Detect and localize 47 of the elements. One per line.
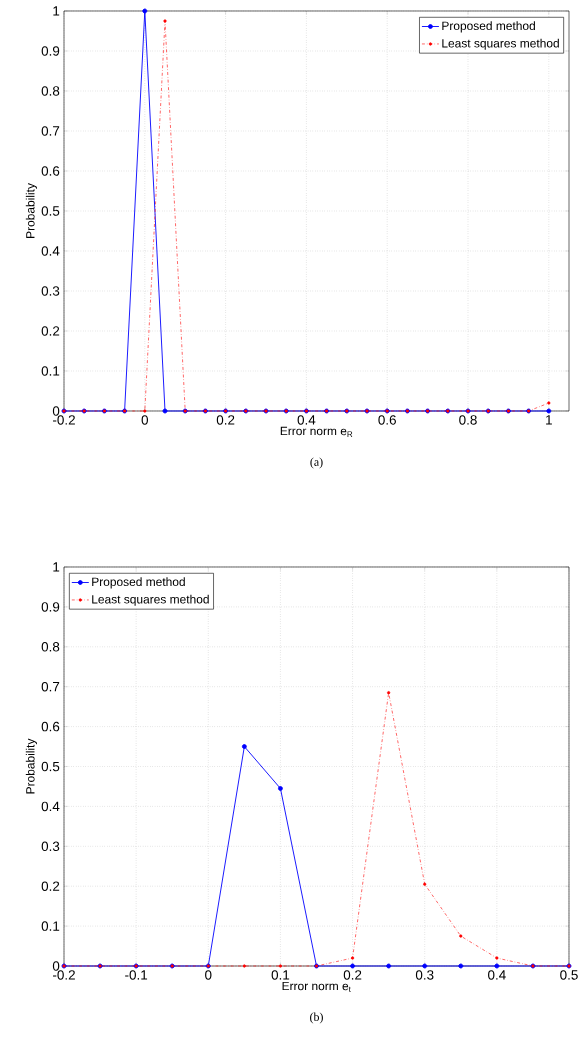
y-tick-label: 0.7 xyxy=(41,126,60,136)
legend-label: Proposed method xyxy=(92,577,185,589)
x-tick-label: 0.4 xyxy=(297,415,316,425)
text: (a) xyxy=(310,457,323,469)
x-tick-label: 0.2 xyxy=(216,415,235,425)
y-tick-label: 0 xyxy=(52,961,60,971)
x-tick-label: 0 xyxy=(141,415,149,425)
x-tick-label: 0.5 xyxy=(560,970,578,980)
legend-label: Least squares method xyxy=(92,594,209,606)
y-tick-label: 0.1 xyxy=(41,921,60,931)
legend-label: Least squares method xyxy=(442,38,559,50)
x-tick-label: -0.1 xyxy=(125,970,148,980)
legend-label: Proposed method xyxy=(442,21,535,33)
y-tick-label: 1 xyxy=(53,6,60,16)
y-tick-label: 0.3 xyxy=(41,841,60,852)
y-tick-label: 0 xyxy=(52,406,60,416)
y-tick-label: 0.9 xyxy=(41,46,60,56)
y-tick-label: 0.4 xyxy=(41,801,60,812)
y-tick-label: 0.4 xyxy=(41,246,60,256)
x-tick-label: 0.1 xyxy=(271,970,290,980)
y-tick-label: 0.6 xyxy=(41,166,60,176)
x-tick-label: 0.2 xyxy=(343,970,362,980)
y-tick-label: 0.7 xyxy=(41,681,60,692)
x-tick-label: 0 xyxy=(205,970,212,980)
x-axis-title: Error norm e$_{R}$ xyxy=(280,426,353,437)
y-tick-label: 0.2 xyxy=(41,881,60,891)
text: (b) xyxy=(310,1012,323,1024)
y-tick-label: 0.5 xyxy=(41,206,60,216)
x-tick-label: 0.3 xyxy=(415,970,434,980)
y-axis-title: Probability xyxy=(25,738,37,794)
y-tick-label: 0.1 xyxy=(41,366,60,376)
x-tick-label: 1 xyxy=(546,415,552,425)
x-tick-label: -0.2 xyxy=(53,970,75,980)
y-tick-label: 0.6 xyxy=(41,721,60,732)
y-tick-label: 0.5 xyxy=(41,761,60,772)
x-axis-title: Error norm e$_{t}$ xyxy=(282,981,351,992)
y-tick-label: 0.9 xyxy=(41,602,60,612)
y-axis-title: Probability xyxy=(25,183,37,238)
y-tick-label: 0.3 xyxy=(41,286,60,296)
x-tick-label: 0.8 xyxy=(459,415,477,425)
y-tick-label: 0.8 xyxy=(41,86,60,96)
y-tick-label: 0.8 xyxy=(41,642,60,652)
x-tick-label: 0.4 xyxy=(488,970,506,980)
y-tick-label: 0.2 xyxy=(41,326,60,336)
y-tick-label: 1 xyxy=(53,562,60,572)
x-tick-label: 0.6 xyxy=(378,415,396,425)
x-tick-label: -0.2 xyxy=(53,415,75,425)
